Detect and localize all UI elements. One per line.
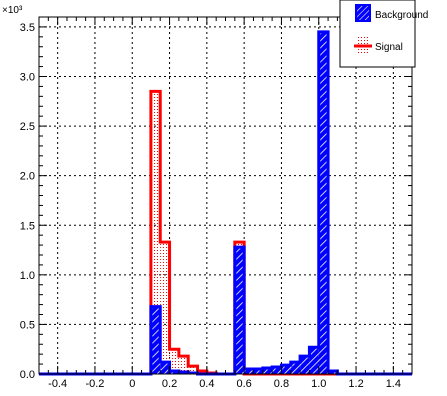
histogram-bin-background <box>262 368 273 374</box>
histogram-bin-background <box>290 362 301 374</box>
x-tick-label: 0.8 <box>274 378 289 390</box>
histogram-bin-signal <box>160 242 170 374</box>
histogram-bin-background <box>281 365 291 374</box>
histogram-bin-signal <box>188 366 198 374</box>
x-tick-label: -0.4 <box>48 378 67 390</box>
histogram-bin-signal <box>150 91 161 374</box>
x-tick-label: 0 <box>129 378 135 390</box>
x-tick-label: 0.6 <box>237 378 252 390</box>
tick-labels: -0.4 -0.2 0 0.2 0.4 0.6 0.8 1.0 1.2 1.4 0.0 0.5 1.0 1… <box>20 22 401 390</box>
histogram-bin-background <box>309 347 319 374</box>
legend-label-signal: Signal <box>375 42 403 53</box>
y-tick-label: 3.5 <box>20 22 35 34</box>
histogram-bin-background <box>318 31 329 374</box>
histogram-bin-signal <box>169 349 179 374</box>
legend-swatch-background <box>355 4 371 22</box>
histogram-bin-background <box>300 356 310 374</box>
grid <box>39 17 412 374</box>
histogram-bin-background <box>272 367 282 374</box>
y-tick-label: 2.0 <box>20 171 35 183</box>
histogram-bin-background <box>160 362 170 374</box>
x-tick-label: -0.2 <box>85 378 104 390</box>
y-tick-label: 1.0 <box>20 270 35 282</box>
y-axis-multiplier: ×10³ <box>2 5 23 16</box>
y-tick-label: 1.5 <box>20 220 35 232</box>
legend-label-background: Background <box>375 10 428 21</box>
legend-box <box>339 0 416 68</box>
x-tick-label: 0.4 <box>199 378 214 390</box>
y-tick-label: 2.5 <box>20 121 35 133</box>
axes <box>38 16 413 375</box>
x-tick-label: 1.2 <box>348 378 363 390</box>
histogram-bin-background <box>234 247 245 374</box>
plot-frame <box>38 16 413 375</box>
y-tick-label: 3.0 <box>20 72 35 84</box>
x-tick-label: 1.4 <box>386 378 401 390</box>
y-tick-label: 0.0 <box>20 369 35 381</box>
histogram-bin-background <box>150 306 161 374</box>
histogram-bin-signal <box>178 356 189 374</box>
x-tick-label: 0.2 <box>162 378 177 390</box>
x-tick-label: 1.0 <box>311 378 326 390</box>
y-tick-label: 0.5 <box>20 319 35 331</box>
legend: Background Signal <box>339 0 428 68</box>
histogram-bin-background <box>244 369 254 374</box>
histogram-bin-background <box>253 369 263 374</box>
